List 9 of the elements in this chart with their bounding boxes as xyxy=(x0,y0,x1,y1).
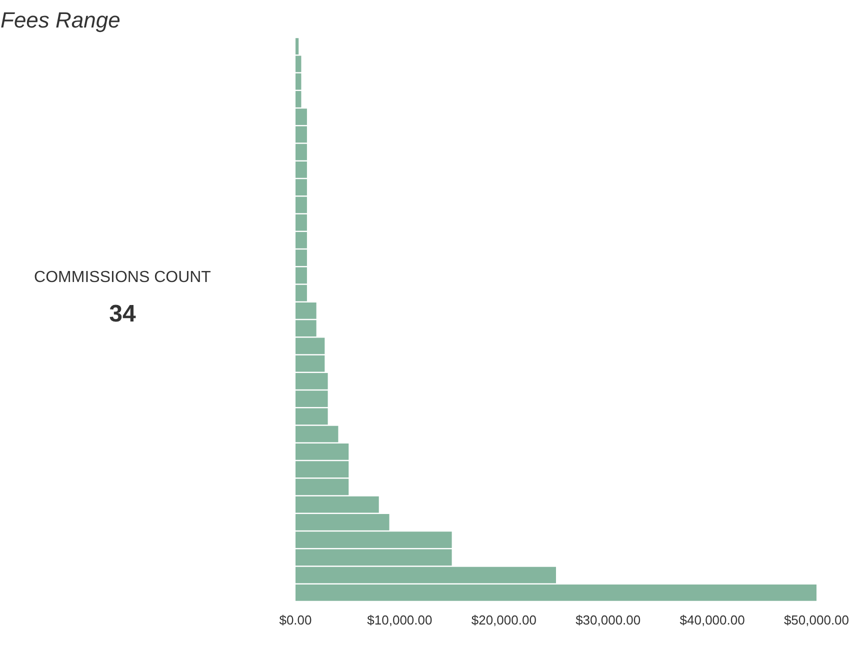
text: COMMISSIONS COUNT xyxy=(34,268,212,286)
x-tick-label: $20,000.00 xyxy=(471,612,536,628)
text: 34 xyxy=(109,300,136,328)
x-tick-label: $10,000.00 xyxy=(367,612,432,628)
text: Fees Range xyxy=(0,8,120,32)
x-tick-label: $30,000.00 xyxy=(576,612,641,628)
x-tick-label: $0.00 xyxy=(279,612,312,628)
x-tick-label: $40,000.00 xyxy=(680,612,745,628)
x-tick-label: $50,000.00 xyxy=(784,612,850,628)
